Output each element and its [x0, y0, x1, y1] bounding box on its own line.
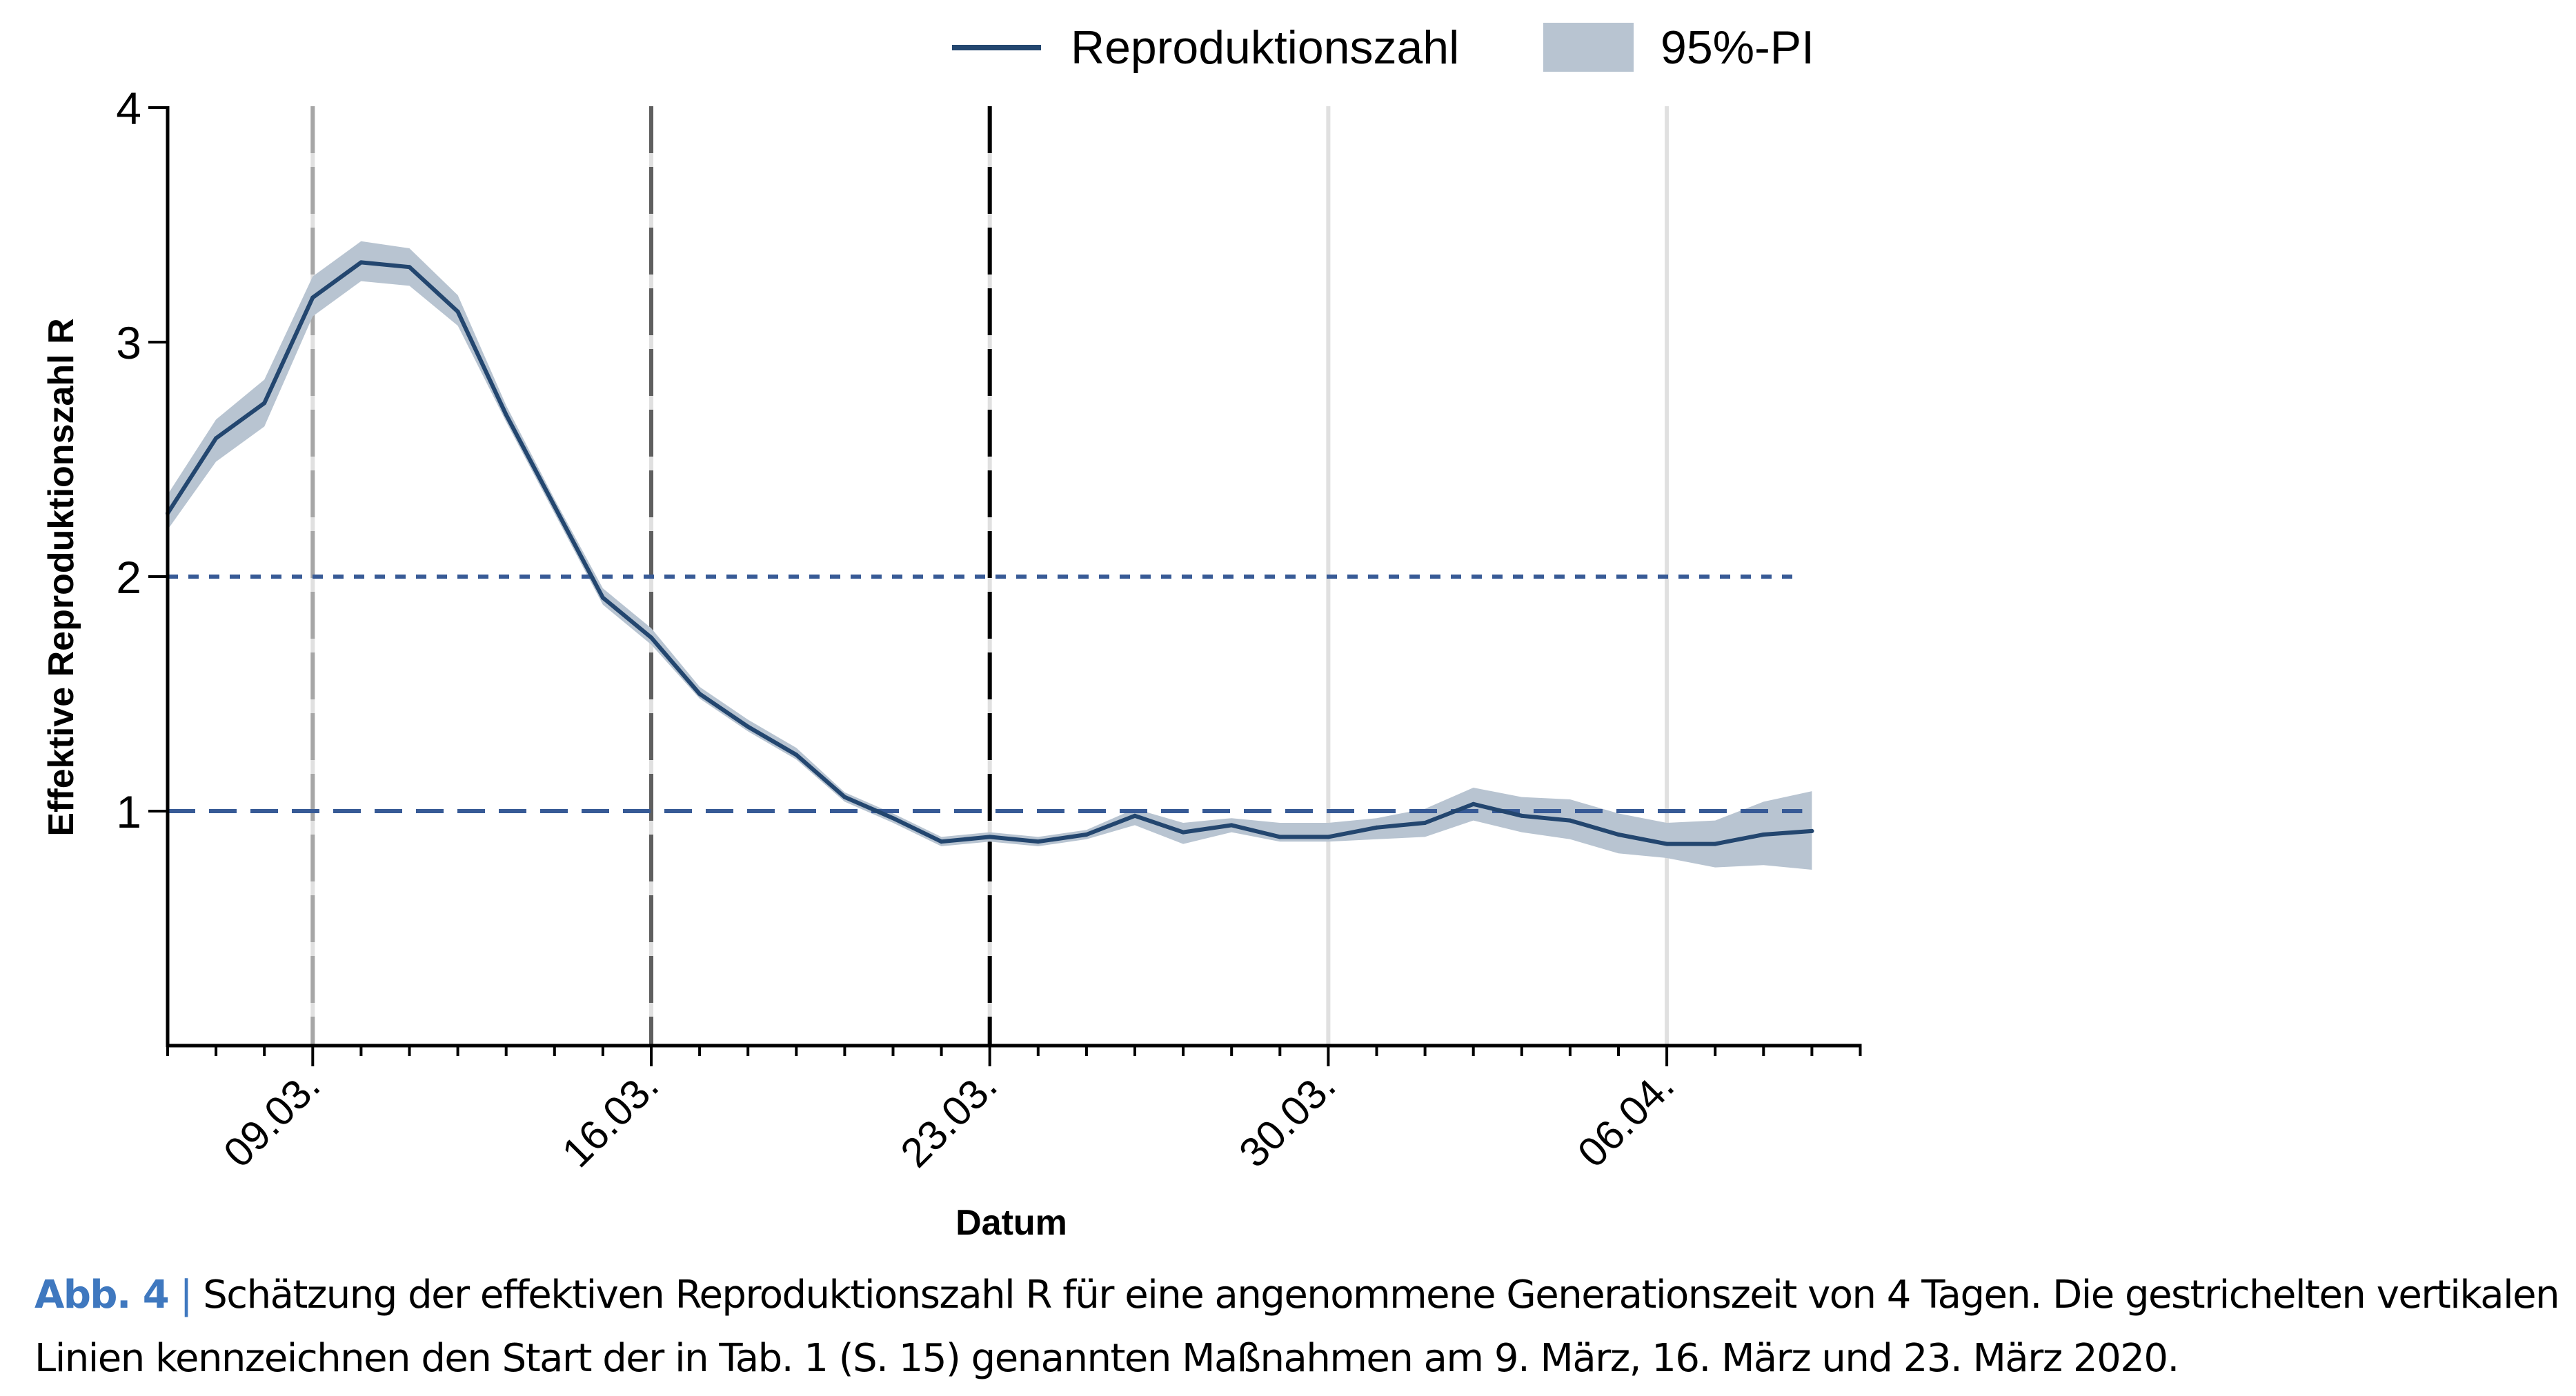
x-tick-label: 30.03. — [1230, 1062, 1344, 1176]
data-point — [746, 724, 751, 729]
data-point — [600, 595, 605, 600]
data-point — [891, 816, 895, 821]
caption-text: Schätzung der effektiven Reproduktionsza… — [34, 1273, 2560, 1381]
data-point — [1036, 839, 1040, 844]
data-point — [1713, 841, 1718, 846]
reference-lines — [168, 575, 1803, 813]
y-tick-label: 1 — [116, 786, 141, 837]
data-point — [1567, 818, 1572, 823]
x-tick-label: 16.03. — [553, 1062, 667, 1176]
y-tick-label: 2 — [116, 552, 141, 603]
data-point — [1229, 823, 1234, 828]
data-point — [214, 436, 219, 441]
caption-separator: | — [179, 1273, 193, 1317]
data-point — [359, 260, 364, 265]
data-point — [1181, 830, 1186, 835]
legend-label-line: Reproduktionszahl — [1071, 21, 1459, 74]
data-point — [1133, 813, 1137, 818]
data-point — [939, 839, 944, 844]
data-point — [1278, 835, 1282, 839]
axes — [148, 106, 1862, 1066]
data-point — [262, 401, 267, 406]
x-tick-label: 09.03. — [215, 1062, 328, 1176]
data-point — [697, 692, 702, 696]
data-point — [1423, 821, 1427, 825]
data-point — [649, 635, 653, 640]
data-point — [794, 752, 799, 757]
tick-labels: 1 2 3 4 09.03. 16.03. 23.03. 30.03. 06.04. — [116, 83, 1683, 1176]
y-axis-title: Effektive Reproduktionszahl R — [41, 318, 81, 836]
data-point — [310, 295, 315, 300]
data-point — [1810, 828, 1814, 833]
data-point — [842, 795, 847, 799]
data-point — [987, 835, 992, 839]
data-point — [407, 265, 412, 270]
data-point — [1616, 832, 1621, 837]
data-point — [1084, 832, 1089, 837]
data-point — [455, 309, 460, 314]
figure-caption: Abb. 4 | Schätzung der effektiven Reprod… — [34, 1264, 2560, 1390]
data-point — [1665, 841, 1670, 846]
data-point — [504, 412, 508, 417]
gridlines — [310, 106, 1670, 1046]
data-point — [1519, 813, 1524, 818]
data-point — [1326, 835, 1331, 839]
x-tick-label: 23.03. — [892, 1062, 1006, 1176]
caption-figure-label: Abb. 4 — [34, 1273, 170, 1317]
data-point — [1761, 832, 1766, 837]
legend-label-band: 95%-PI — [1661, 21, 1814, 74]
series-line-layer — [166, 260, 1814, 846]
legend: Reproduktionszahl 95%-PI — [952, 21, 1814, 74]
x-tick-label: 06.04. — [1569, 1062, 1683, 1176]
data-point — [1374, 825, 1379, 830]
legend-band-swatch — [1543, 23, 1634, 72]
y-tick-label: 4 — [116, 83, 141, 134]
x-axis-title: Datum — [955, 1203, 1067, 1243]
data-point — [552, 504, 557, 508]
data-point — [1471, 801, 1476, 806]
y-tick-label: 3 — [116, 317, 141, 368]
